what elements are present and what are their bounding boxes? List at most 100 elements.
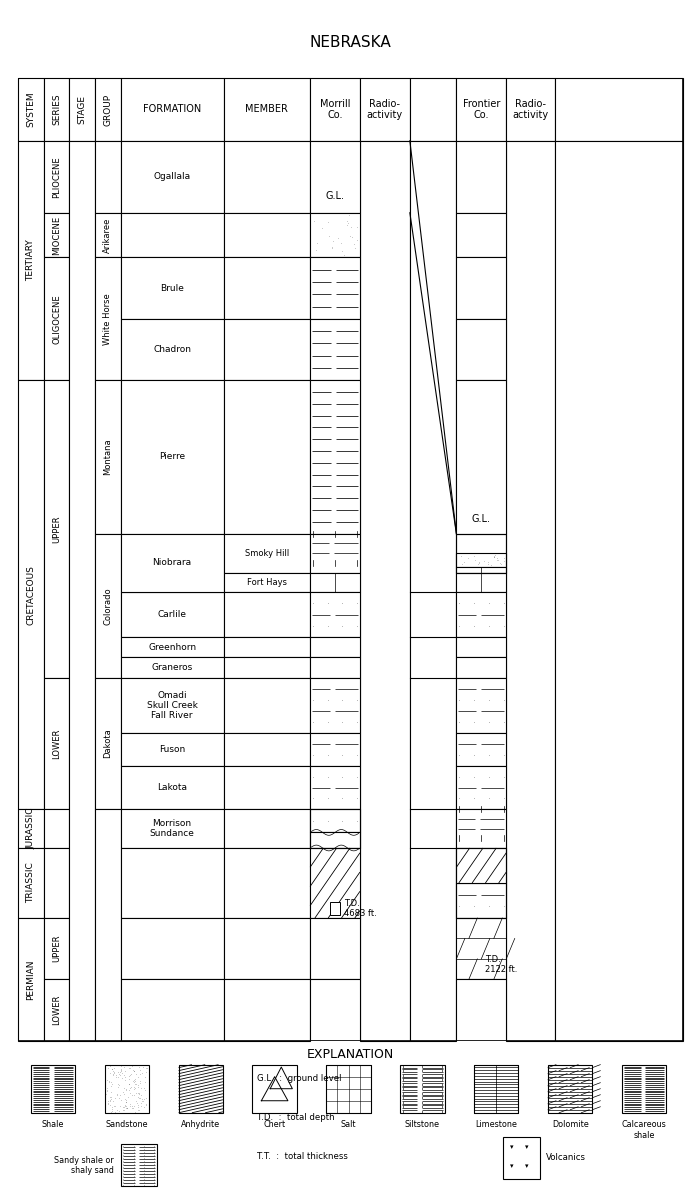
Point (351, 668, 363, 687)
Text: Sandy shale or
shaly sand: Sandy shale or shaly sand (54, 1156, 114, 1175)
Point (101, 1084, 112, 1103)
Bar (456, 380, 506, 534)
Point (342, 215, 353, 235)
Point (149, 1163, 160, 1183)
Bar (94, 534, 120, 677)
Bar (94, 78, 120, 141)
Text: G.L.: G.L. (326, 191, 344, 201)
Bar (548, 1065, 592, 1113)
Point (125, 1095, 136, 1114)
Point (149, 1155, 160, 1174)
Bar (224, 979, 310, 1041)
Point (118, 1098, 129, 1118)
Bar (310, 810, 360, 848)
Point (323, 213, 334, 232)
Point (120, 1092, 132, 1112)
Point (135, 1094, 146, 1113)
Bar (456, 766, 506, 810)
Bar (18, 78, 44, 141)
Bar (120, 657, 224, 677)
Bar (178, 1065, 223, 1113)
Point (498, 616, 509, 635)
Point (489, 547, 500, 567)
Bar (310, 573, 360, 592)
Point (108, 1096, 120, 1115)
Text: ▾: ▾ (510, 1163, 514, 1169)
Point (131, 1065, 142, 1084)
Point (120, 1090, 132, 1109)
Bar (310, 78, 360, 141)
Text: White Horse: White Horse (103, 292, 112, 344)
Point (149, 1169, 160, 1189)
Point (454, 594, 465, 614)
Point (454, 873, 465, 893)
Point (120, 1098, 132, 1118)
Point (124, 1096, 135, 1115)
Point (130, 1074, 141, 1094)
Text: Smoky Hill: Smoky Hill (245, 549, 289, 558)
Bar (456, 883, 506, 918)
Bar (456, 592, 506, 636)
Text: TRIASSIC: TRIASSIC (27, 863, 35, 903)
Bar (94, 213, 120, 257)
Point (116, 1059, 127, 1078)
Text: MIOCENE: MIOCENE (52, 215, 61, 255)
Bar (622, 1065, 666, 1113)
Text: OLIGOCENE: OLIGOCENE (52, 294, 61, 344)
Point (110, 1065, 121, 1084)
Point (120, 1092, 132, 1112)
Point (128, 1061, 139, 1080)
Point (125, 1078, 136, 1097)
Point (130, 1083, 141, 1102)
Point (454, 668, 465, 687)
Point (114, 1085, 125, 1104)
Point (141, 1096, 152, 1115)
Point (498, 789, 509, 808)
Text: ▾: ▾ (510, 1144, 514, 1150)
Text: PERMIAN: PERMIAN (27, 959, 35, 1000)
Point (120, 1080, 132, 1100)
Point (106, 1102, 117, 1121)
Point (345, 217, 356, 236)
Bar (120, 257, 224, 319)
Point (128, 1160, 139, 1179)
Point (337, 811, 348, 830)
Point (118, 1155, 129, 1174)
Point (494, 553, 505, 573)
Point (454, 691, 465, 710)
Bar (120, 979, 224, 1041)
Point (118, 1139, 129, 1158)
Point (307, 691, 318, 710)
Point (116, 1060, 127, 1079)
Point (134, 1073, 146, 1092)
Bar (120, 677, 224, 733)
Bar (456, 677, 506, 733)
Point (139, 1160, 150, 1179)
Point (498, 768, 509, 787)
Point (327, 231, 338, 250)
Point (498, 549, 510, 568)
Bar (456, 567, 506, 573)
Text: T.D.
4683 ft.: T.D. 4683 ft. (344, 899, 377, 918)
Bar (94, 257, 120, 380)
Point (139, 1157, 150, 1177)
Point (139, 1067, 150, 1086)
Bar (224, 213, 310, 257)
Bar (310, 810, 360, 832)
Point (309, 212, 320, 231)
Point (322, 768, 333, 787)
Point (118, 1066, 130, 1085)
Point (322, 668, 333, 687)
Point (468, 873, 480, 893)
Point (149, 1157, 160, 1177)
Point (468, 896, 480, 915)
Point (118, 1167, 129, 1186)
Bar (456, 534, 506, 573)
Point (114, 1062, 125, 1081)
Bar (506, 141, 555, 1041)
Point (322, 712, 333, 731)
Point (113, 1101, 125, 1120)
Point (119, 1055, 130, 1074)
Point (119, 1071, 130, 1090)
Text: Chert: Chert (264, 1120, 286, 1130)
